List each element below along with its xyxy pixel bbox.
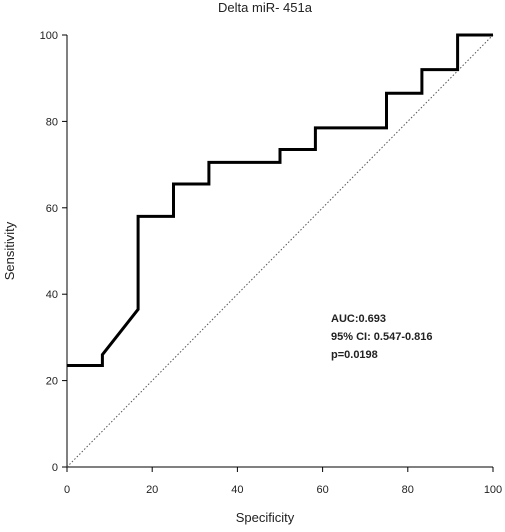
x-axis-title: Specificity bbox=[236, 510, 295, 525]
x-tick-label: 100 bbox=[484, 484, 502, 496]
x-tick-label: 40 bbox=[231, 484, 243, 496]
ticks bbox=[62, 34, 494, 472]
y-tick-label: 60 bbox=[46, 203, 58, 215]
x-tick-label: 0 bbox=[64, 484, 70, 496]
y-tick-label: 20 bbox=[46, 376, 58, 388]
tick-labels: 0 20 40 60 80 100 0 20 40 60 80 100 bbox=[40, 30, 503, 496]
axes bbox=[66, 35, 493, 468]
chart-title: Delta miR- 451a bbox=[218, 0, 313, 15]
y-axis-title: Sensitivity bbox=[2, 221, 17, 280]
y-tick-label: 80 bbox=[46, 116, 58, 128]
annotation-auc: AUC:0.693 bbox=[331, 313, 386, 325]
annotation-ci: 95% CI: 0.547-0.816 bbox=[331, 331, 433, 343]
roc-curve-line bbox=[67, 33, 493, 367]
y-tick-label: 0 bbox=[52, 462, 58, 474]
stats-annotation: AUC:0.693 95% CI: 0.547-0.816 p=0.0198 bbox=[331, 313, 433, 361]
x-tick-label: 60 bbox=[316, 484, 328, 496]
x-tick-label: 80 bbox=[402, 484, 414, 496]
y-tick-label: 40 bbox=[46, 289, 58, 301]
series-layer bbox=[66, 33, 494, 468]
y-tick-label: 100 bbox=[40, 30, 58, 42]
reference-diagonal-line bbox=[66, 34, 494, 468]
annotation-p: p=0.0198 bbox=[331, 349, 378, 361]
x-tick-label: 20 bbox=[146, 484, 158, 496]
